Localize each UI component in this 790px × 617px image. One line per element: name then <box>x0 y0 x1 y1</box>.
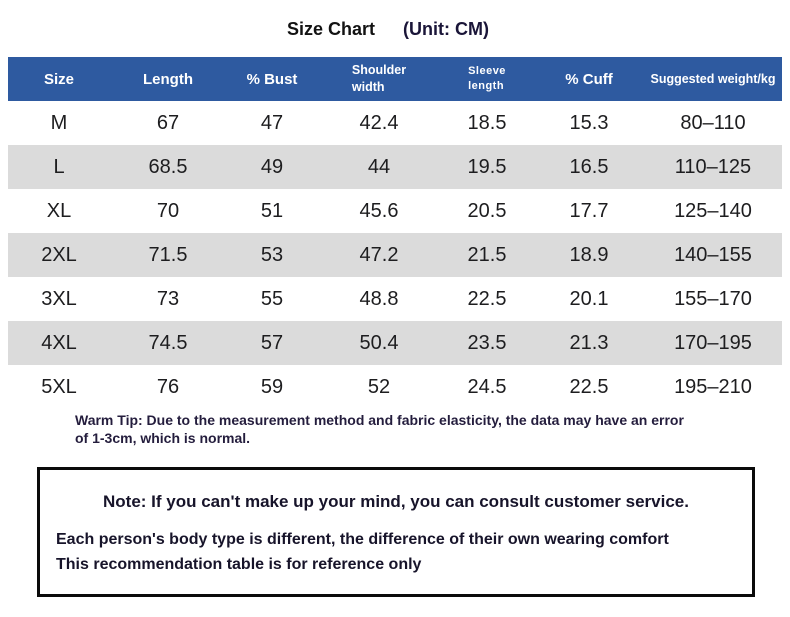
column-header-suggested-weight: Suggested weight/kg <box>644 57 782 101</box>
cell-bust: 59 <box>260 375 284 398</box>
warm-tip: Warm Tip: Due to the measurement method … <box>75 411 755 447</box>
cell-size: XL <box>46 199 72 222</box>
cell-suggested-weight: 125–140 <box>674 199 752 222</box>
size-table: Size Length% Bust Shoulder width Sleeve lengt… <box>8 57 782 409</box>
cell-sleeve-length: 18.5 <box>467 111 507 134</box>
cell-size: 5XL <box>41 375 77 398</box>
cell-cuff: 22.5 <box>569 375 609 398</box>
cell-shoulder-width: 50.4 <box>359 331 399 354</box>
cell-suggested-weight: 170–195 <box>674 331 752 354</box>
table-row: 4XL 74.5 57 50.4 23.5 21.3 170–195 <box>8 321 782 365</box>
cell-length: 73 <box>156 287 180 310</box>
cell-length: 76 <box>156 375 180 398</box>
cell-bust: 57 <box>260 331 284 354</box>
cell-length: 70 <box>156 199 180 222</box>
cell-sleeve-length: 19.5 <box>467 155 507 178</box>
cell-cuff: 15.3 <box>569 111 609 134</box>
column-header-lines: Sleeve length <box>468 65 506 92</box>
table-row: 5XL 76 59 52 24.5 22.5 195–210 <box>8 365 782 409</box>
cell-sleeve-length: 21.5 <box>467 243 507 266</box>
cell-length: 67 <box>156 111 180 134</box>
cell-suggested-weight: 195–210 <box>674 375 752 398</box>
cell-suggested-weight: 110–125 <box>674 155 752 178</box>
table-row: XL 70 51 45.6 20.5 17.7 125–140 <box>8 189 782 233</box>
table-body: M 67 47 42.4 18.5 15.3 80–110 L 68.5 49 44 19.5 16.5… <box>8 101 782 409</box>
column-header-size: Size <box>8 57 110 101</box>
warm-tip-line2: of 1-3cm, which is normal. <box>75 430 251 447</box>
cell-shoulder-width: 48.8 <box>359 287 399 310</box>
note-body-line1: Each person's body type is different, th… <box>56 531 669 548</box>
column-header-shoulder-width: Shoulder width <box>318 57 440 101</box>
column-header-lines: Shoulder width <box>351 63 407 94</box>
note-box: Note: If you can't make up your mind, yo… <box>37 467 755 597</box>
table-header-row: Size Length% Bust Shoulder width Sleeve lengt… <box>8 57 782 101</box>
cell-suggested-weight: 155–170 <box>674 287 752 310</box>
cell-cuff: 20.1 <box>569 287 609 310</box>
cell-cuff: 17.7 <box>569 199 609 222</box>
note-body: Each person's body type is different, th… <box>56 528 736 578</box>
cell-bust: 53 <box>260 243 284 266</box>
note-heading: Note: If you can't make up your mind, yo… <box>103 492 689 511</box>
cell-cuff: 21.3 <box>569 331 609 354</box>
cell-length: 74.5 <box>148 331 188 354</box>
cell-bust: 51 <box>260 199 284 222</box>
cell-size: L <box>53 155 65 178</box>
table-row: 2XL 71.5 53 47.2 21.5 18.9 140–155 <box>8 233 782 277</box>
warm-tip-line1: Warm Tip: Due to the measurement method … <box>75 412 684 428</box>
cell-sleeve-length: 24.5 <box>467 375 507 398</box>
cell-size: 2XL <box>41 243 77 266</box>
cell-bust: 55 <box>260 287 284 310</box>
cell-length: 68.5 <box>148 155 188 178</box>
cell-bust: 47 <box>260 111 284 134</box>
table-header: Size Length% Bust Shoulder width Sleeve lengt… <box>8 57 782 101</box>
column-header-bust: % Bust <box>226 57 318 101</box>
title-unit: (Unit: CM) <box>403 19 489 39</box>
cell-suggested-weight: 140–155 <box>674 243 752 266</box>
cell-shoulder-width: 44 <box>367 155 391 178</box>
cell-size: M <box>50 111 68 134</box>
cell-sleeve-length: 22.5 <box>467 287 507 310</box>
cell-cuff: 18.9 <box>569 243 609 266</box>
cell-shoulder-width: 45.6 <box>359 199 399 222</box>
cell-size: 3XL <box>41 287 77 310</box>
cell-size: 4XL <box>41 331 77 354</box>
cell-length: 71.5 <box>148 243 188 266</box>
cell-sleeve-length: 20.5 <box>467 199 507 222</box>
table-row: 3XL 73 55 48.8 22.5 20.1 155–170 <box>8 277 782 321</box>
cell-bust: 49 <box>260 155 284 178</box>
cell-sleeve-length: 23.5 <box>467 331 507 354</box>
column-header-cuff: % Cuff <box>534 57 644 101</box>
table-row: L 68.5 49 44 19.5 16.5 110–125 <box>8 145 782 189</box>
title-main: Size Chart <box>287 19 376 39</box>
cell-shoulder-width: 42.4 <box>359 111 399 134</box>
table-row: M 67 47 42.4 18.5 15.3 80–110 <box>8 101 782 145</box>
cell-shoulder-width: 47.2 <box>359 243 399 266</box>
cell-suggested-weight: 80–110 <box>680 111 746 134</box>
cell-shoulder-width: 52 <box>367 375 391 398</box>
column-header-sleeve-length: Sleeve length <box>440 57 534 101</box>
note-body-line2: This recommendation table is for referen… <box>56 555 422 573</box>
column-header-length: Length <box>110 57 226 101</box>
page-title: Size Chart (Unit: CM) <box>0 19 776 40</box>
cell-cuff: 16.5 <box>569 155 609 178</box>
